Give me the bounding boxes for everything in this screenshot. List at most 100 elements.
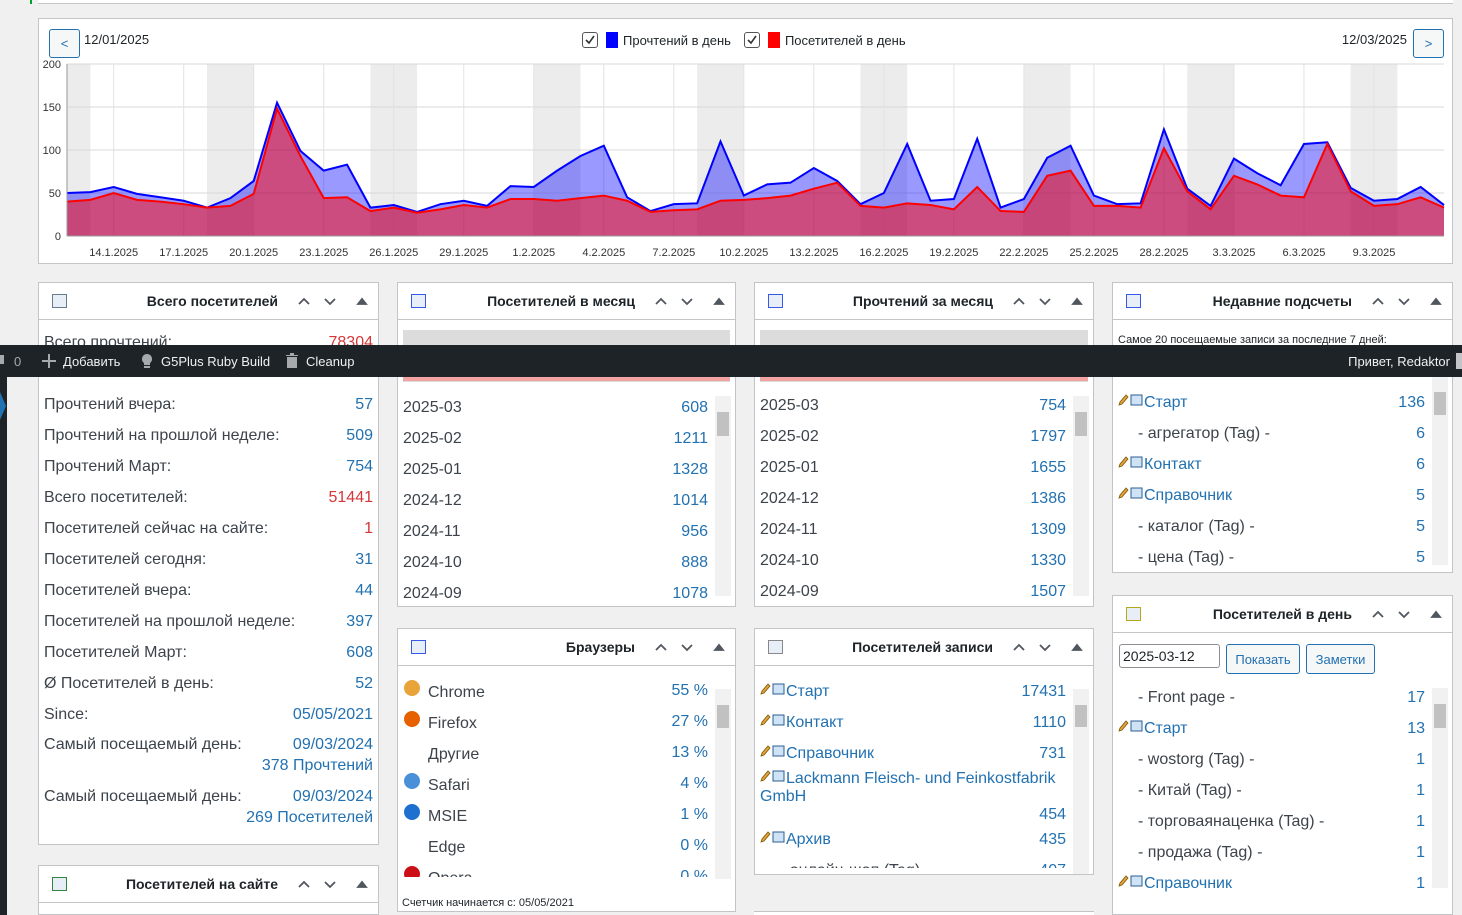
header-control[interactable] xyxy=(323,877,337,891)
header-control[interactable] xyxy=(712,640,726,654)
avatar[interactable] xyxy=(1456,353,1462,369)
row-value: 1 xyxy=(1416,751,1425,769)
y-tick-label: 50 xyxy=(49,188,61,200)
row-value: 509 xyxy=(346,427,373,445)
row-label-text: Прочтений Март: xyxy=(44,457,172,475)
scrollbar[interactable] xyxy=(1073,396,1089,596)
list-row: Старт 136 xyxy=(1113,387,1430,418)
button[interactable]: Заметки xyxy=(1306,644,1375,674)
header-control[interactable] xyxy=(1371,294,1385,308)
row-value: 57 xyxy=(355,396,373,414)
header-control[interactable] xyxy=(355,877,369,891)
scrollbar[interactable] xyxy=(715,396,731,596)
header-control[interactable] xyxy=(1429,294,1443,308)
row-label-text: Since: xyxy=(44,705,89,723)
header-control[interactable] xyxy=(323,294,337,308)
comments-count[interactable]: 0 xyxy=(14,354,22,369)
header-control[interactable] xyxy=(1012,294,1026,308)
widget-icon xyxy=(768,640,783,654)
scroll-thumb[interactable] xyxy=(1075,412,1087,436)
header-control[interactable] xyxy=(654,294,668,308)
row-value-text: 956 xyxy=(681,522,708,540)
row-value-text: 1655 xyxy=(1030,458,1066,476)
legend-checkbox[interactable] xyxy=(582,32,598,48)
row-value: 608 xyxy=(681,399,708,417)
admin-menu-edge xyxy=(0,377,7,915)
scroll-thumb[interactable] xyxy=(1075,705,1087,727)
header-control[interactable] xyxy=(654,640,668,654)
header-control[interactable] xyxy=(680,640,694,654)
scroll-thumb[interactable] xyxy=(717,705,729,728)
toolbar-item[interactable]: Добавить xyxy=(63,354,121,369)
edit-icon xyxy=(1118,487,1129,499)
list-row: 2024-11 1309 xyxy=(755,514,1071,545)
header-control[interactable] xyxy=(1429,607,1443,621)
header-control[interactable] xyxy=(297,294,311,308)
row-value: 754 xyxy=(346,458,373,476)
row-label-text: Посетителей вчера: xyxy=(44,581,192,599)
row-value-text: 52 xyxy=(355,674,373,692)
scrollbar[interactable] xyxy=(1073,689,1089,874)
row-label-text: 2025-03 xyxy=(403,398,462,416)
list-row: 2024-09 1507 xyxy=(755,576,1071,600)
header-control[interactable] xyxy=(1070,294,1084,308)
nav-button[interactable]: > xyxy=(1413,29,1444,58)
scrollbar[interactable] xyxy=(1432,376,1448,565)
header-control[interactable] xyxy=(1070,640,1084,654)
legend: Прочтений в день Посетителей в день xyxy=(582,32,906,48)
list-row: - онлайн-шоп (Tag) - 407 xyxy=(755,855,1071,869)
list-row: - каталог (Tag) - 5 xyxy=(1113,511,1430,542)
list-row: Другие 13 % xyxy=(398,737,713,768)
toolbar-item[interactable]: Cleanup xyxy=(306,354,355,369)
browser-logo xyxy=(404,711,420,727)
row-label-text: Старт xyxy=(1144,394,1188,411)
header-control[interactable] xyxy=(1397,294,1411,308)
list-row: Посетителей на прошлой неделе: 397 xyxy=(39,606,378,637)
row-value-text: 1797 xyxy=(1030,427,1066,445)
row-label-text: 2024-12 xyxy=(760,489,819,507)
admin-toolbar: 0 Добавить G5Plus Ruby Build Cleanup Привет,… xyxy=(0,345,1462,377)
row-value-text: 4 % xyxy=(680,774,708,792)
row-label-text: Прочтений на прошлой неделе: xyxy=(44,426,280,444)
row-label-text: 2024-11 xyxy=(403,522,461,540)
header-control[interactable] xyxy=(1012,640,1026,654)
header-control[interactable] xyxy=(1397,607,1411,621)
row-label-text: - агрегатор (Tag) - xyxy=(1138,424,1270,442)
header-control[interactable] xyxy=(297,877,311,891)
row-label-text: 2025-01 xyxy=(403,460,462,478)
nav-button[interactable]: < xyxy=(49,29,80,58)
scroll-thumb[interactable] xyxy=(717,412,729,436)
header-control[interactable] xyxy=(680,294,694,308)
scrollbar[interactable] xyxy=(715,689,731,879)
header-control[interactable] xyxy=(1371,607,1385,621)
header-control[interactable] xyxy=(1038,294,1052,308)
row-label: Opera xyxy=(403,865,472,877)
scroll-thumb[interactable] xyxy=(1434,392,1446,415)
scroll-thumb[interactable] xyxy=(1434,704,1446,728)
row-label-text: Safari xyxy=(428,777,470,794)
widget-title: Прочтений за месяц xyxy=(852,293,993,309)
x-tick-label: 7.2.2025 xyxy=(652,247,695,259)
row-value: 13 xyxy=(1407,720,1425,738)
row-label: - продажа (Tag) - xyxy=(1118,844,1262,862)
post-icons xyxy=(1118,487,1143,499)
button[interactable]: Показать xyxy=(1226,644,1300,674)
toolbar-greeting[interactable]: Привет, Redaktor xyxy=(1348,354,1450,369)
legend-checkbox[interactable] xyxy=(743,32,760,48)
row-value-text: 13 % xyxy=(671,743,708,761)
scrollbar[interactable] xyxy=(1432,688,1448,888)
header-control[interactable] xyxy=(712,294,726,308)
row-label: 2025-02 xyxy=(760,428,819,446)
row-value: 0 % xyxy=(680,837,708,855)
row-value-text: 754 xyxy=(346,457,373,475)
header-control[interactable] xyxy=(355,294,369,308)
header-control[interactable] xyxy=(1038,640,1052,654)
control-glyph xyxy=(356,880,368,888)
post-icons xyxy=(760,683,785,695)
control-glyph xyxy=(1013,297,1025,305)
row-label: 2024-12 xyxy=(403,492,462,510)
toolbar-item[interactable]: G5Plus Ruby Build xyxy=(161,354,271,369)
row-label: Since: xyxy=(44,706,88,724)
x-tick-label: 9.3.2025 xyxy=(1353,247,1396,259)
date-input[interactable]: 2025-03-12 xyxy=(1119,644,1220,668)
